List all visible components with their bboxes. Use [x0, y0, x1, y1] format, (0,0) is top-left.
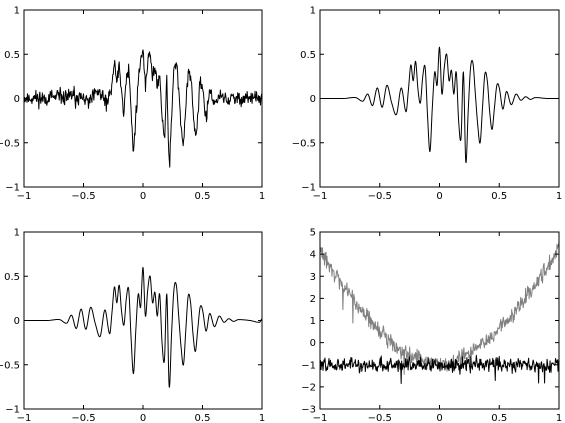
- x-tick-label: −0.5: [368, 413, 392, 423]
- y-tick-label: 2: [310, 294, 316, 305]
- series-line-2: [320, 354, 559, 385]
- x-tick-label: 1: [259, 413, 265, 423]
- axes-frame: [319, 231, 560, 410]
- series-line-1: [320, 46, 559, 164]
- x-tick-label: −1: [17, 413, 32, 423]
- y-tick-label: 1: [310, 316, 316, 327]
- x-tick-label: 0.5: [491, 413, 507, 423]
- y-tick-label: −1: [301, 183, 316, 194]
- x-tick-label: 0: [140, 413, 146, 423]
- y-tick-label: 1: [310, 6, 316, 17]
- x-tick-label: 0: [436, 413, 442, 423]
- x-tick-label: −0.5: [368, 191, 392, 202]
- y-tick-label: 1: [14, 228, 20, 239]
- series-line-1: [24, 266, 262, 388]
- x-tick-label: 0.5: [195, 413, 211, 423]
- y-tick-label: 3: [310, 272, 316, 283]
- y-tick-label: 0: [310, 338, 316, 349]
- subplot-top-left: −1 −0.5 0 0.5 1 −1 −0.5 0 0.5 1: [0, 6, 265, 203]
- y-tick-label: −2: [301, 382, 316, 393]
- y-tick-label: 0.5: [300, 50, 316, 61]
- series-line-1: [320, 242, 559, 375]
- x-tick-label: −0.5: [71, 191, 95, 202]
- y-tick-label: 0: [14, 316, 20, 327]
- x-tick-label: −0.5: [71, 413, 95, 423]
- series-line-1: [24, 49, 262, 168]
- y-tick-label: −1: [5, 183, 20, 194]
- y-tick-label: 5: [310, 228, 316, 239]
- x-tick-label: 0: [140, 191, 146, 202]
- x-tick-label: 0.5: [195, 191, 211, 202]
- x-tick-label: −1: [313, 191, 328, 202]
- y-tick-label: −0.5: [0, 138, 20, 149]
- subplot-bottom-right: −1 −0.5 0 0.5 1 −3 −2 −1 0 1 2 3 4 5: [301, 228, 562, 423]
- y-tick-label: −0.5: [292, 138, 316, 149]
- x-tick-label: −1: [313, 413, 328, 423]
- y-tick-label: 0.5: [4, 272, 20, 283]
- x-tick-label: 0: [436, 191, 442, 202]
- x-tick-label: 1: [259, 191, 265, 202]
- y-tick-label: 0: [310, 94, 316, 105]
- y-tick-label: −0.5: [0, 360, 20, 371]
- x-tick-label: 1: [556, 413, 562, 423]
- y-tick-label: 0.5: [4, 50, 20, 61]
- y-tick-label: −1: [5, 405, 20, 416]
- x-tick-label: 1: [556, 191, 562, 202]
- subplot-bottom-left: −1 −0.5 0 0.5 1 −1 −0.5 0 0.5 1: [0, 228, 265, 423]
- x-tick-label: −1: [17, 191, 32, 202]
- y-tick-label: 1: [14, 6, 20, 17]
- x-tick-label: 0.5: [491, 191, 507, 202]
- y-tick-label: 4: [310, 250, 316, 261]
- subplot-top-right: −1 −0.5 0 0.5 1 −1 −0.5 0 0.5 1: [292, 6, 562, 203]
- y-tick-label: 0: [14, 94, 20, 105]
- y-tick-label: −3: [301, 405, 316, 416]
- y-tick-label: −1: [301, 360, 316, 371]
